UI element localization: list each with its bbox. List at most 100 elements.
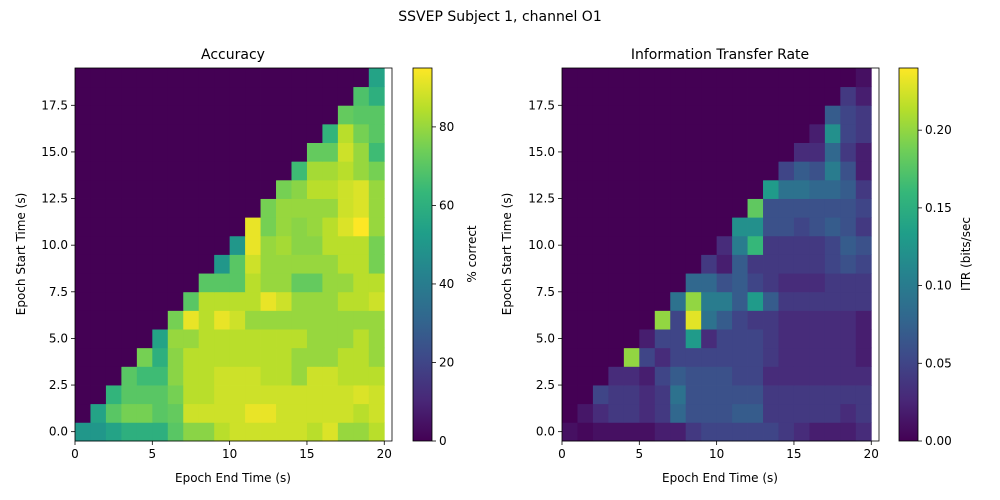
accuracy-heatmap bbox=[75, 68, 385, 442]
accuracy-cell bbox=[152, 385, 169, 405]
accuracy-cell bbox=[353, 68, 370, 88]
itr-cell bbox=[654, 403, 671, 423]
itr-cell bbox=[562, 179, 578, 199]
accuracy-cell bbox=[322, 235, 339, 255]
accuracy-cell bbox=[198, 310, 215, 330]
accuracy-cell bbox=[90, 68, 107, 88]
accuracy-cell bbox=[167, 329, 184, 349]
accuracy-cell bbox=[291, 198, 308, 218]
accuracy-cell bbox=[152, 291, 169, 311]
accuracy-xtick-label: 10 bbox=[222, 447, 237, 461]
itr-cell bbox=[778, 310, 795, 330]
accuracy-cell bbox=[368, 310, 385, 330]
itr-cell bbox=[562, 291, 578, 311]
accuracy-cell bbox=[136, 142, 153, 162]
itr-cell bbox=[701, 179, 718, 199]
itr-cell bbox=[809, 254, 826, 274]
itr-cell bbox=[608, 235, 625, 255]
accuracy-cell bbox=[183, 198, 200, 218]
itr-colorbar-tick-label: 0.00 bbox=[925, 434, 952, 448]
accuracy-cell bbox=[167, 366, 184, 386]
accuracy-cell bbox=[198, 291, 215, 311]
accuracy-cell bbox=[306, 86, 323, 106]
accuracy-cell bbox=[121, 254, 138, 274]
itr-cell bbox=[562, 273, 578, 293]
accuracy-cell bbox=[337, 254, 354, 274]
itr-cell bbox=[747, 235, 764, 255]
accuracy-cell bbox=[322, 105, 339, 125]
itr-cell bbox=[639, 179, 656, 199]
accuracy-cell bbox=[136, 291, 153, 311]
itr-cell bbox=[763, 422, 779, 442]
itr-cell bbox=[824, 105, 841, 125]
accuracy-cell bbox=[229, 161, 246, 181]
accuracy-cell bbox=[306, 105, 323, 125]
accuracy-cell bbox=[105, 105, 122, 125]
accuracy-cell bbox=[306, 273, 323, 293]
accuracy-cell bbox=[75, 217, 91, 237]
itr-cell bbox=[824, 254, 841, 274]
itr-cell bbox=[639, 254, 656, 274]
accuracy-cell bbox=[306, 198, 323, 218]
itr-cell bbox=[608, 254, 625, 274]
accuracy-colorbar-ticks: 0 20 40 60 80 bbox=[432, 120, 454, 448]
accuracy-cell bbox=[183, 291, 200, 311]
accuracy-cell bbox=[276, 422, 292, 442]
itr-cell bbox=[809, 329, 826, 349]
accuracy-cell bbox=[322, 310, 339, 330]
itr-cell bbox=[824, 179, 841, 199]
itr-cell bbox=[685, 142, 702, 162]
itr-cell bbox=[608, 161, 625, 181]
accuracy-cell bbox=[245, 366, 261, 386]
itr-cell bbox=[654, 385, 671, 405]
accuracy-cell bbox=[291, 366, 308, 386]
itr-cell bbox=[747, 310, 764, 330]
accuracy-cell bbox=[167, 347, 184, 367]
accuracy-cell bbox=[276, 198, 292, 218]
itr-cell bbox=[793, 217, 810, 237]
itr-cell bbox=[562, 422, 578, 442]
accuracy-cell bbox=[167, 254, 184, 274]
accuracy-cell bbox=[337, 235, 354, 255]
itr-cell bbox=[701, 217, 718, 237]
accuracy-cell bbox=[322, 347, 339, 367]
itr-colorbar bbox=[898, 67, 919, 442]
accuracy-cell bbox=[136, 385, 153, 405]
itr-cell bbox=[670, 347, 687, 367]
itr-cell bbox=[592, 422, 609, 442]
itr-cell bbox=[809, 403, 826, 423]
itr-cell bbox=[701, 385, 718, 405]
itr-xtick-label: 15 bbox=[786, 447, 801, 461]
accuracy-cell bbox=[306, 217, 323, 237]
itr-cell bbox=[793, 142, 810, 162]
itr-cell bbox=[592, 161, 609, 181]
itr-cell bbox=[793, 273, 810, 293]
accuracy-cell bbox=[90, 161, 107, 181]
itr-cell bbox=[670, 254, 687, 274]
accuracy-cell bbox=[136, 105, 153, 125]
itr-cell bbox=[732, 329, 748, 349]
accuracy-cell bbox=[291, 179, 308, 199]
itr-cell bbox=[824, 291, 841, 311]
itr-cell bbox=[809, 161, 826, 181]
accuracy-cell bbox=[291, 310, 308, 330]
accuracy-ylabel: Epoch Start Time (s) bbox=[14, 193, 28, 315]
accuracy-cell bbox=[183, 235, 200, 255]
accuracy-cell bbox=[306, 68, 323, 88]
accuracy-cell bbox=[368, 291, 385, 311]
accuracy-cell bbox=[198, 198, 215, 218]
itr-cell bbox=[824, 68, 841, 88]
itr-cell bbox=[778, 291, 795, 311]
accuracy-cell bbox=[198, 68, 215, 88]
itr-cell bbox=[654, 329, 671, 349]
itr-cell bbox=[793, 422, 810, 442]
itr-cell bbox=[824, 217, 841, 237]
itr-cell bbox=[592, 142, 609, 162]
accuracy-cell bbox=[322, 366, 339, 386]
accuracy-cell bbox=[198, 347, 215, 367]
accuracy-cell bbox=[353, 329, 370, 349]
accuracy-cell bbox=[306, 422, 323, 442]
accuracy-cell bbox=[152, 254, 169, 274]
accuracy-cell bbox=[353, 366, 370, 386]
accuracy-cell bbox=[245, 385, 261, 405]
